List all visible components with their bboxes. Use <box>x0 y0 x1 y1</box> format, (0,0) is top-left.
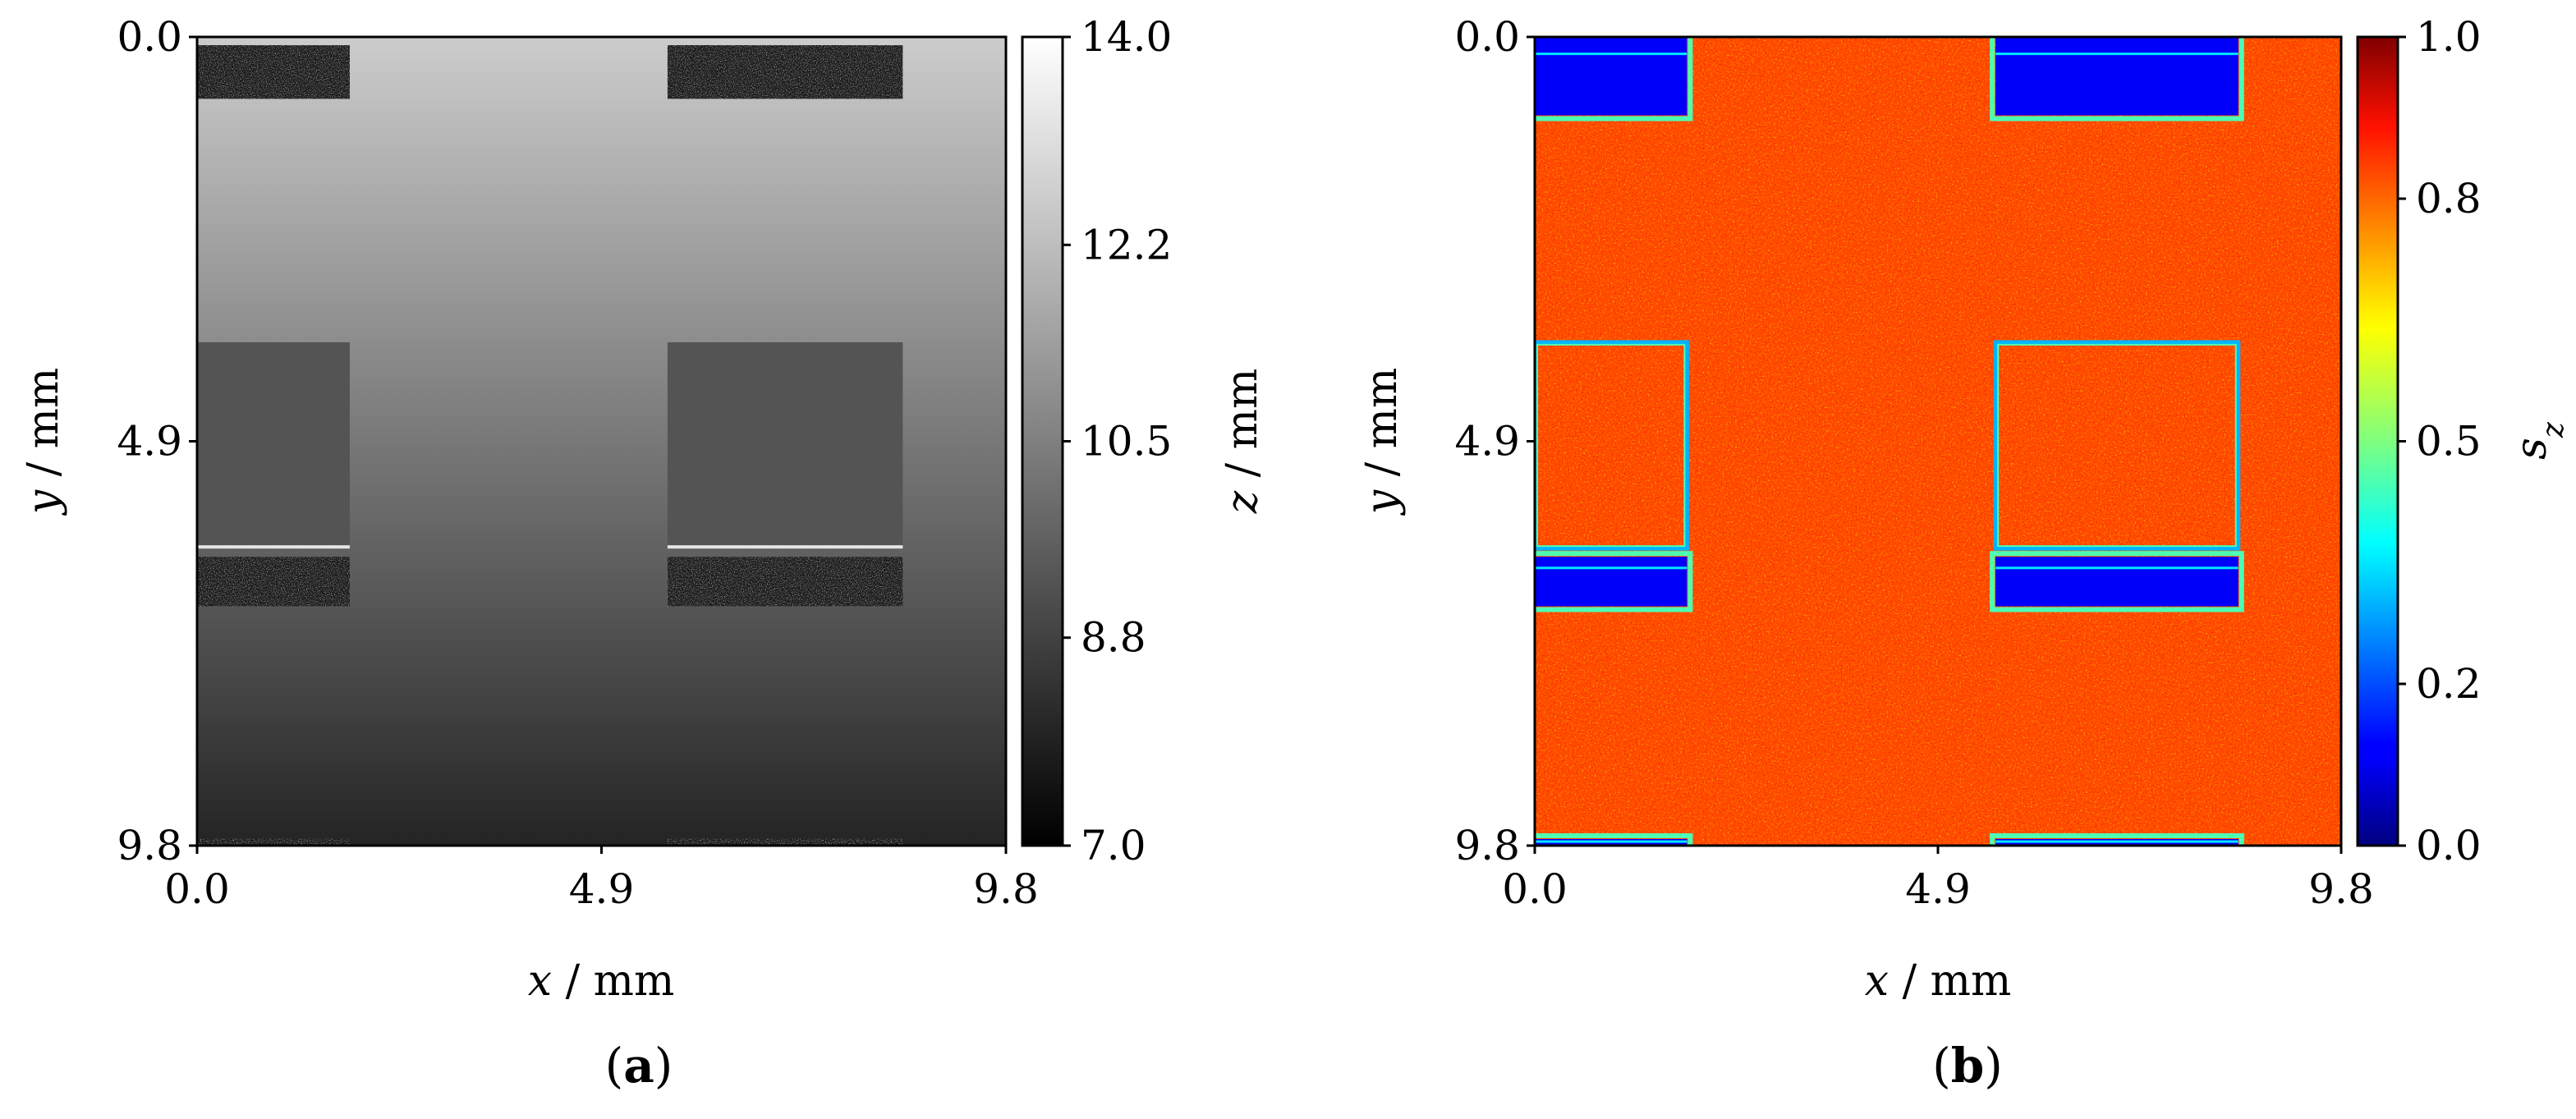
noise-region-speckle <box>667 838 903 846</box>
panel-b-y-axis-label: y / mm <box>1357 368 1407 516</box>
band-halo <box>1535 551 1693 612</box>
band-stripe <box>1535 53 1687 56</box>
band-stripe <box>1995 840 2239 843</box>
y-tick-label: 4.9 <box>117 418 182 465</box>
band-stripe <box>1995 53 2239 56</box>
band-halo <box>1535 832 1693 846</box>
cb-a-var: z <box>1218 490 1267 514</box>
panel-a-caption: (a) <box>605 1038 673 1094</box>
band-halo <box>1990 551 2244 612</box>
panel-b-colorbar-label: sz <box>2507 421 2570 460</box>
noise-region-speckle <box>197 557 350 607</box>
colorbar-tick-label: 7.0 <box>1081 822 1146 869</box>
panel-b-x-axis-label: x / mm <box>1865 956 2012 1006</box>
panel-b-heatmap: 0.0 4.9 9.8 0.0 4.9 9.8 x / mm y / mm 1.0 0.8… <box>1357 13 2570 1094</box>
pocket-edge-line <box>667 545 903 549</box>
panel-b-caption: (b) <box>1932 1038 2003 1094</box>
band-stripe <box>1535 566 1687 570</box>
y-unit: / mm <box>19 368 68 490</box>
pocket-outline-inner <box>1997 343 2237 548</box>
y-tick-label: 9.8 <box>117 822 182 869</box>
x-tick-label: 4.9 <box>569 865 635 913</box>
panel-a-colorbar <box>1021 35 1064 847</box>
pocket-region <box>667 342 903 549</box>
noise-region-speckle <box>667 45 903 99</box>
cb-a-unit: / mm <box>1218 369 1267 491</box>
low-score-band <box>1995 37 2239 116</box>
colorbar-tick-label: 0.5 <box>2416 418 2482 465</box>
pocket-outline <box>1535 340 1689 551</box>
band-stripe <box>1995 566 2239 570</box>
low-score-band <box>1995 557 2239 607</box>
pocket-outline-inner <box>1536 343 1686 548</box>
x-tick-label: 9.8 <box>2308 865 2374 913</box>
colorbar-tick-label: 12.2 <box>1081 221 1172 268</box>
x-unit: / mm <box>1889 956 2011 1006</box>
colorbar-tick-label: 10.5 <box>1081 418 1172 465</box>
uncertainty-map-noise-red <box>1535 37 2341 846</box>
colorbar-tick-label: 0.0 <box>2416 822 2482 869</box>
panel-a-colorbar-label: z / mm <box>1218 369 1267 515</box>
low-score-band <box>1535 37 1687 116</box>
panel-b-colorbar-ticks: 1.0 0.8 0.5 0.2 0.0 <box>2398 13 2482 869</box>
colorbar-tick-label: 8.8 <box>1081 614 1146 662</box>
x-tick-label: 0.0 <box>1502 865 1568 913</box>
colorbar-tick-label: 1.0 <box>2416 13 2482 61</box>
colorbar-tick-label: 0.8 <box>2416 175 2482 222</box>
panel-b-colorbar <box>2356 35 2399 847</box>
y-var: y <box>1357 489 1407 516</box>
y-tick-label: 0.0 <box>117 13 182 61</box>
depth-map-features <box>197 45 903 846</box>
panel-b-y-ticks: 0.0 4.9 9.8 <box>1454 13 1535 869</box>
noise-region-speckle <box>197 45 350 99</box>
y-var: y <box>19 489 68 516</box>
panel-b-x-ticks: 0.0 4.9 9.8 <box>1502 846 2374 913</box>
pocket-region <box>197 342 350 549</box>
y-tick-label: 9.8 <box>1454 822 1520 869</box>
panel-a-heatmap: 0.0 4.9 9.8 0.0 4.9 9.8 x / mm y / mm 14.0 12… <box>19 13 1267 1094</box>
uncertainty-map-features <box>1535 37 2244 846</box>
noise-region-speckle <box>667 557 903 607</box>
pocket-edge-line <box>197 545 350 549</box>
y-tick-label: 0.0 <box>1454 13 1520 61</box>
panel-a-y-axis-label: y / mm <box>19 368 68 516</box>
x-tick-label: 4.9 <box>1905 865 1971 913</box>
x-tick-label: 9.8 <box>973 865 1039 913</box>
x-tick-label: 0.0 <box>164 865 230 913</box>
panel-a-x-ticks: 0.0 4.9 9.8 <box>164 846 1039 913</box>
noise-region-speckle <box>197 838 350 846</box>
band-halo <box>1535 37 1693 122</box>
band-halo <box>1990 832 2244 846</box>
y-unit: / mm <box>1357 368 1407 490</box>
y-tick-label: 4.9 <box>1454 418 1520 465</box>
caption-a-letter: a <box>623 1038 654 1094</box>
cb-b-sub: z <box>2537 421 2570 438</box>
colorbar-tick-label: 14.0 <box>1081 13 1172 61</box>
caption-b-letter: b <box>1951 1038 1985 1094</box>
panel-a-x-axis-label: x / mm <box>528 956 675 1006</box>
band-halo <box>1990 37 2244 122</box>
cb-b-var: s <box>2507 438 2556 460</box>
low-score-band <box>1535 557 1687 607</box>
x-unit: / mm <box>552 956 674 1006</box>
pocket-outline <box>1993 340 2241 551</box>
x-var: x <box>1865 956 1889 1006</box>
panel-a-y-ticks: 0.0 4.9 9.8 <box>117 13 197 869</box>
x-var: x <box>528 956 552 1006</box>
band-stripe <box>1535 840 1687 843</box>
panel-a-colorbar-ticks: 14.0 12.2 10.5 8.8 7.0 <box>1063 13 1172 869</box>
colorbar-tick-label: 0.2 <box>2416 660 2482 708</box>
